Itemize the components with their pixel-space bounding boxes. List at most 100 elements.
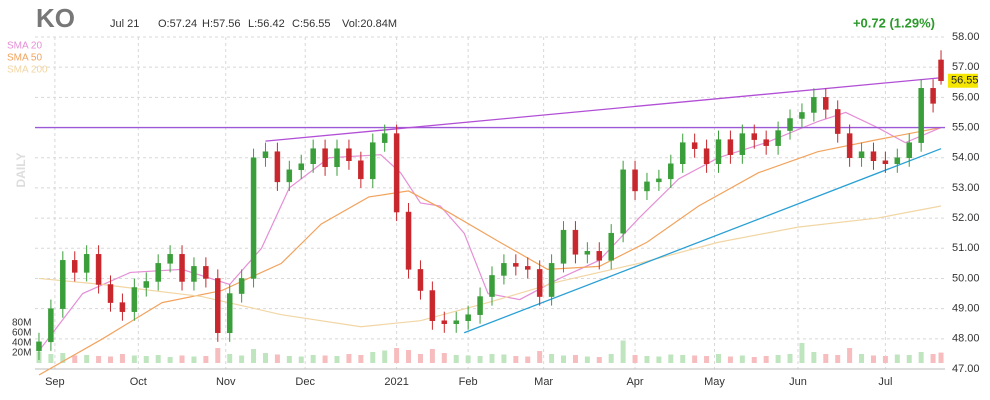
x-tick-label: May xyxy=(704,376,725,388)
trendline xyxy=(265,77,942,142)
volume-bar xyxy=(477,356,483,363)
candle-body xyxy=(536,269,543,297)
candle-body xyxy=(83,254,90,273)
candle-body xyxy=(465,314,471,321)
volume-bar xyxy=(680,355,686,363)
candle-body xyxy=(250,157,257,279)
candle-body xyxy=(405,211,412,270)
y-tick-label: 48.00 xyxy=(952,333,980,345)
volume-bar xyxy=(918,352,924,363)
candle-body xyxy=(632,169,638,192)
legend-label: SMA 50 xyxy=(7,53,42,64)
volume-bar xyxy=(453,355,459,363)
volume-bar xyxy=(119,354,125,363)
volume-bar xyxy=(60,353,66,363)
candle-body xyxy=(262,151,269,158)
candle-body xyxy=(274,151,281,183)
volume-bar xyxy=(489,354,495,363)
x-tick-label: Jun xyxy=(789,376,807,388)
volume-bar xyxy=(938,352,944,363)
candle-body xyxy=(787,118,793,131)
candle-body xyxy=(894,157,901,165)
y-tick-label: 49.00 xyxy=(952,303,980,315)
candle-body xyxy=(95,254,102,285)
candle-body xyxy=(298,163,304,171)
low-label: L:56.42 xyxy=(248,18,285,30)
high-label: H:57.56 xyxy=(202,18,241,30)
trendline xyxy=(463,148,942,334)
candle-body xyxy=(203,266,209,279)
volume-bar xyxy=(727,356,733,363)
volume-bar xyxy=(417,354,423,363)
candle-body xyxy=(739,133,746,155)
candle-body xyxy=(131,287,138,312)
x-tick-label: Mar xyxy=(534,376,553,388)
x-tick-label: 2021 xyxy=(384,376,408,388)
y-tick-label: 58.00 xyxy=(952,31,980,43)
candle-body xyxy=(501,263,507,276)
candle-body xyxy=(823,97,829,110)
y-tick-label: 50.00 xyxy=(952,272,980,284)
volume-bar xyxy=(167,357,173,363)
y-tick-label: 52.00 xyxy=(952,212,980,224)
candle-body xyxy=(572,229,579,255)
candle-body xyxy=(513,263,519,267)
candle-body xyxy=(191,266,197,282)
candle-body xyxy=(417,269,424,291)
volume-bar xyxy=(251,349,257,363)
volume-bar xyxy=(48,354,54,363)
volume-bar xyxy=(930,354,936,363)
candle-body xyxy=(119,302,126,312)
last-price-box xyxy=(948,73,978,88)
volume-bar xyxy=(370,352,376,363)
sma-line xyxy=(38,126,942,376)
candle-body xyxy=(322,148,328,168)
volume-bar xyxy=(501,354,507,363)
volume-bar xyxy=(870,355,876,363)
candle-body xyxy=(381,133,388,143)
volume-bar xyxy=(227,354,233,363)
open-label: O:57.24 xyxy=(158,18,197,30)
volume-bar xyxy=(179,355,185,363)
volume-bar xyxy=(894,354,900,363)
volume-bar xyxy=(751,357,757,363)
candle-body xyxy=(608,232,614,261)
volume-bar xyxy=(572,355,578,363)
volume-bar xyxy=(382,350,388,363)
candle-body xyxy=(679,142,686,165)
legend-label: SMA 200 xyxy=(7,65,48,76)
volume-bar xyxy=(239,355,245,363)
candle-body xyxy=(441,320,448,324)
volume-bar xyxy=(656,356,662,363)
volume-bar xyxy=(394,348,400,363)
volume-bar xyxy=(608,354,614,363)
candle-body xyxy=(644,181,650,192)
candle-body xyxy=(763,139,769,146)
candle-body xyxy=(938,59,944,82)
candle-body xyxy=(358,160,364,180)
candle-body xyxy=(489,275,495,297)
volume-bar xyxy=(715,354,721,363)
change-label: +0.72 (1.29%) xyxy=(853,15,935,30)
volume-bar xyxy=(596,357,602,363)
candle-body xyxy=(691,142,698,149)
volume-tick-label: 60M xyxy=(12,328,31,339)
legend-label: SMA 20 xyxy=(7,41,42,52)
volume-tick-label: 80M xyxy=(12,318,31,329)
candle-body xyxy=(238,278,245,294)
volume-bar xyxy=(441,353,447,363)
candle-body xyxy=(548,263,555,297)
volume-label: Vol:20.84M xyxy=(342,18,397,30)
candle-body xyxy=(799,112,805,119)
volume-bar xyxy=(286,356,292,363)
volume-bar xyxy=(549,354,555,363)
volume-bar xyxy=(775,355,781,363)
volume-bar xyxy=(203,356,209,363)
volume-bar xyxy=(358,355,364,363)
candle-body xyxy=(656,178,662,183)
last-price-label: 56.55 xyxy=(951,75,979,87)
candle-body xyxy=(620,169,626,234)
volume-bar xyxy=(859,354,865,363)
volume-bar xyxy=(704,356,710,363)
volume-bar xyxy=(108,356,114,363)
